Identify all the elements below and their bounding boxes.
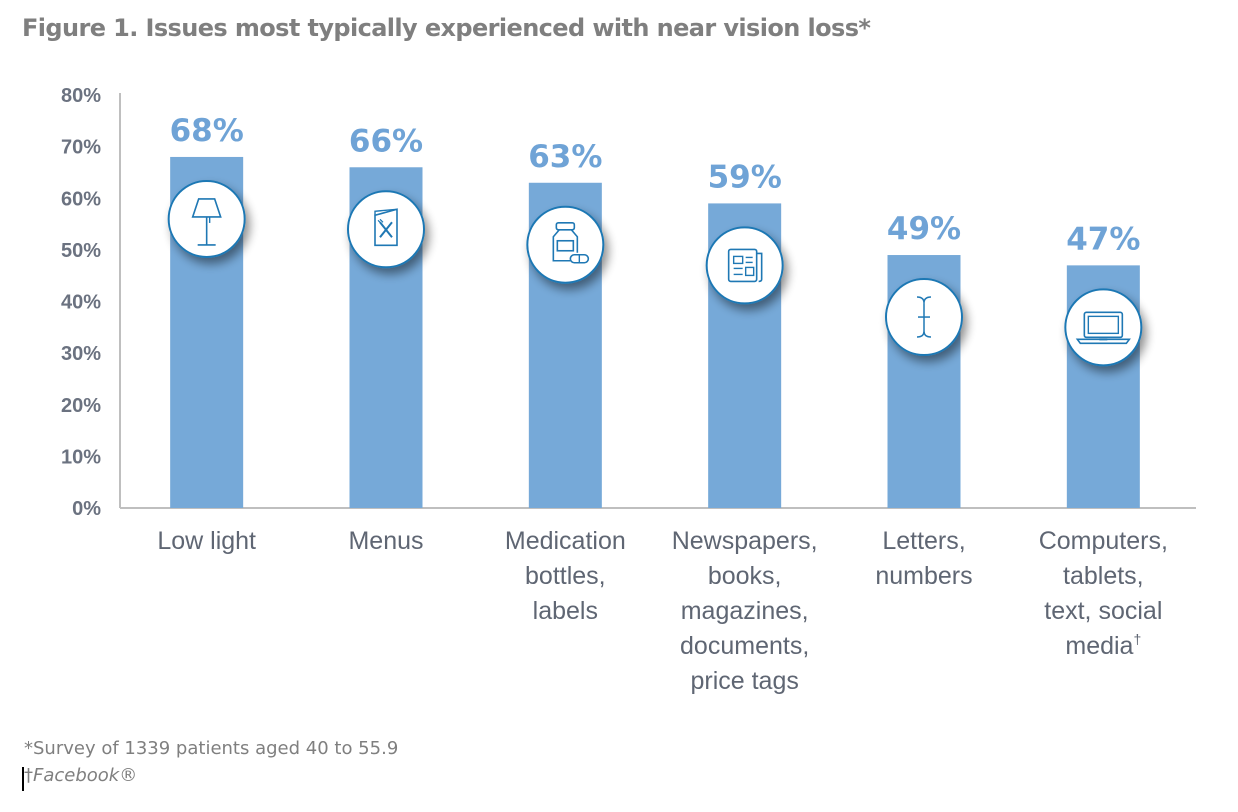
x-tick-label-line: Newspapers, (672, 527, 818, 555)
y-tick-label: 60% (61, 188, 101, 210)
x-axis-labels: Low light Menus Medication bottles, labels Ne… (157, 527, 1168, 695)
facebook-text: Facebook® (33, 765, 138, 786)
menu-icon (347, 190, 425, 269)
data-label: 63% (528, 139, 602, 175)
icons (167, 179, 1143, 367)
x-tick-label-line: documents, (680, 632, 809, 660)
footnote-survey: *Survey of 1339 patients aged 40 to 55.9 (24, 738, 399, 759)
x-tick-label-line: Letters, (882, 527, 965, 555)
medication-bottle-icon (526, 205, 605, 284)
x-tick-label-line: media† (1065, 631, 1141, 660)
x-tick-label-line: magazines, (681, 597, 809, 625)
x-tick-label-line: Low light (157, 527, 256, 555)
y-tick-label: 50% (61, 240, 101, 262)
x-tick-label-line: Medication (505, 527, 626, 555)
y-tick-label: 70% (61, 137, 101, 159)
dagger-symbol: † (24, 765, 33, 786)
text-cursor-icon (885, 278, 963, 357)
y-tick-label: 0% (72, 498, 101, 520)
x-tick-label: Computers, tablets, text, social media† (1039, 527, 1168, 660)
x-tick-label: Menus (348, 527, 423, 555)
data-label: 49% (887, 211, 961, 247)
x-tick-label-line: labels (533, 597, 598, 625)
icon-circle (1064, 288, 1143, 367)
x-tick-label-line: Menus (348, 527, 423, 555)
x-tick-label: Low light (157, 527, 256, 555)
x-tick-label: Letters, numbers (875, 527, 972, 590)
data-label: 68% (170, 113, 244, 149)
x-tick-label: Medication bottles, labels (505, 527, 626, 625)
y-tick-label: 40% (61, 292, 101, 314)
y-tick-label: 30% (61, 343, 101, 365)
y-tick-label: 10% (61, 446, 101, 468)
x-tick-label-line: price tags (690, 667, 798, 695)
icon-circle (705, 226, 784, 305)
laptop-icon (1064, 288, 1143, 367)
data-label: 66% (349, 123, 423, 159)
x-tick-label-line: Computers, (1039, 527, 1168, 555)
x-tick-label-line: numbers (875, 562, 972, 590)
bars (170, 156, 1140, 508)
footnote-facebook: †Facebook® (24, 765, 137, 786)
y-tick-label: 80% (61, 85, 101, 107)
x-tick-label-line: books, (708, 562, 782, 590)
y-tick-label: 20% (61, 395, 101, 417)
newspaper-icon (705, 226, 784, 305)
data-labels: 68% 66% 63% 59% 49% 47% (170, 113, 1141, 257)
y-axis: 0% 10% 20% 30% 40% 50% 60% 70% 80% (61, 85, 1196, 520)
data-label: 59% (708, 159, 782, 195)
x-tick-label: Newspapers, books, magazines, documents, pri… (672, 527, 818, 695)
text-cursor (22, 767, 24, 791)
lamp-icon (167, 179, 246, 258)
chart-title: Figure 1. Issues most typically experien… (22, 14, 871, 42)
data-label: 47% (1066, 221, 1140, 257)
x-tick-label-line: tablets, (1063, 562, 1144, 590)
x-tick-label-line: text, social (1044, 597, 1162, 625)
icon-circle (526, 205, 605, 284)
x-tick-label-line: bottles, (525, 562, 606, 590)
